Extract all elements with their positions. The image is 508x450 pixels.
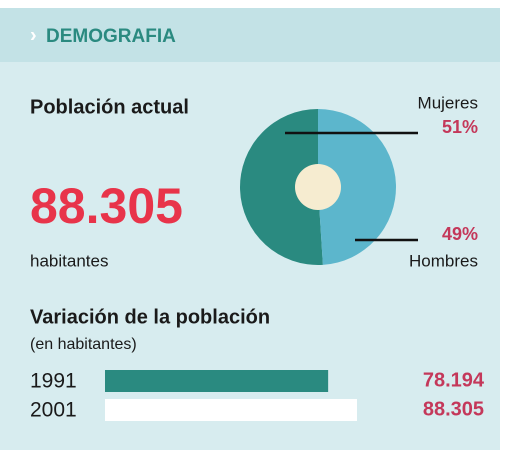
category-label: 1991 <box>30 370 77 393</box>
donut-hole <box>295 164 341 210</box>
total: 88.305 <box>30 178 183 234</box>
bar <box>105 399 357 421</box>
value-label: 78.194 <box>423 369 485 391</box>
category-label: 2001 <box>30 399 77 422</box>
value-label: 51% <box>442 117 478 137</box>
total-unit: habitantes <box>30 251 108 270</box>
header-arrow: › <box>30 24 37 46</box>
bar <box>105 370 329 392</box>
pie-slice <box>240 109 323 265</box>
pie-slice <box>318 109 397 265</box>
value-label: 88.305 <box>423 398 484 420</box>
header-band <box>0 8 500 62</box>
header-title: DEMOGRAFIA <box>46 26 176 47</box>
pie-title: Población actual <box>30 96 189 118</box>
legend-label: Mujeres <box>418 93 478 112</box>
bar-subtitle: (en habitantes) <box>30 336 137 353</box>
legend-label: Hombres <box>409 251 478 270</box>
bar-title: Variación de la población <box>30 306 270 328</box>
value-label: 49% <box>442 224 478 244</box>
